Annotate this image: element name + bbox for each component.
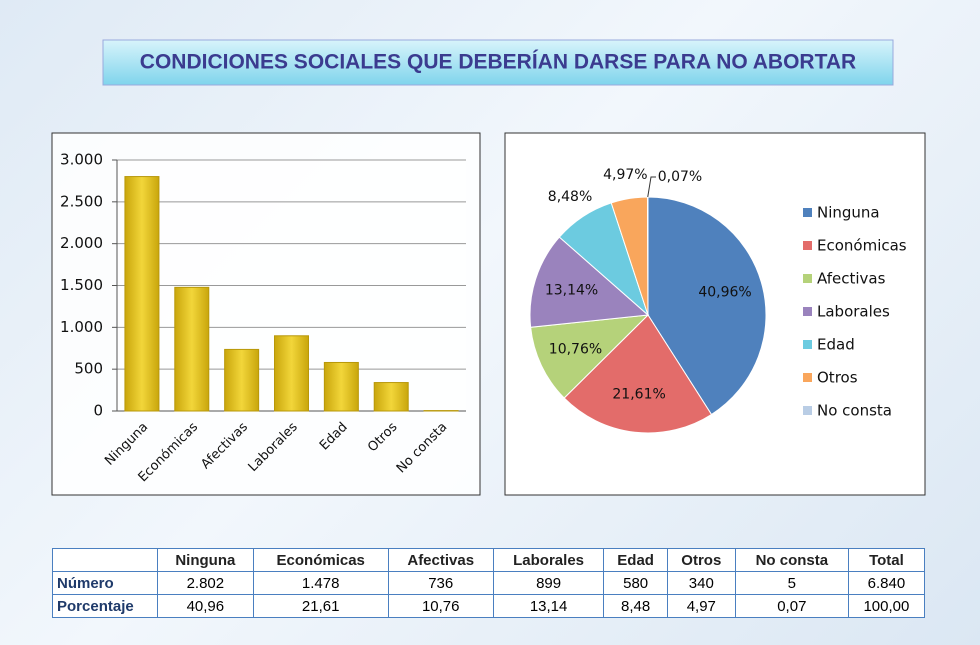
table-cell: 580 [603, 571, 668, 595]
table-cell: 899 [492, 571, 605, 595]
y-tick-label: 2.500 [60, 192, 103, 210]
data-label: 21,61% [612, 387, 665, 403]
legend-swatch [803, 208, 812, 217]
table-cell: Edad [603, 548, 668, 572]
table-cell: 340 [666, 571, 736, 595]
data-label: 0,07% [658, 169, 702, 185]
title-box [102, 39, 894, 86]
legend-label: Laborales [817, 303, 890, 321]
bar [373, 382, 409, 412]
table-cell: Otros [666, 548, 736, 572]
legend-label: Edad [817, 336, 855, 354]
data-label: 40,96% [698, 285, 751, 301]
table-cell [52, 548, 158, 572]
table-cell: Total [847, 548, 926, 572]
pie-slice [563, 314, 713, 434]
table-cell: 736 [387, 571, 494, 595]
table-cell: Ninguna [157, 548, 254, 572]
y-tick-label: 3.000 [60, 151, 103, 169]
data-label: 4,97% [603, 167, 647, 183]
table-cell: Afectivas [387, 548, 494, 572]
legend-label: Ninguna [817, 204, 880, 222]
table-cell: 5 [734, 571, 849, 595]
table-cell: 8,48 [603, 594, 668, 618]
legend-swatch [803, 241, 812, 250]
pie-slice [647, 196, 767, 416]
table-cell: 40,96 [157, 594, 254, 618]
pie-slice [646, 196, 649, 316]
table-cell: 6.840 [847, 571, 926, 595]
data-label: 8,48% [548, 189, 592, 205]
data-label: 10,76% [549, 341, 602, 357]
table-row: Número 2.802 1.478 736 899 580 340 5 6.840 [52, 571, 926, 595]
table-cell: Porcentaje [52, 594, 158, 618]
y-tick-label: 2.000 [60, 234, 103, 252]
table-cell: No consta [734, 548, 849, 572]
table-cell: 21,61 [252, 594, 389, 618]
data-label: 13,14% [545, 283, 598, 299]
legend-label: Afectivas [817, 270, 886, 288]
table-cell: 2.802 [157, 571, 254, 595]
bar [124, 176, 160, 412]
legend-label: No consta [817, 402, 892, 420]
legend-label: Otros [817, 369, 858, 387]
legend-label: Económicas [817, 237, 907, 255]
data-table: Ninguna Económicas Afectivas Laborales Edad O… [52, 548, 926, 618]
pie-slice [529, 236, 650, 328]
header-row: Ninguna Económicas Afectivas Laborales Edad O… [52, 548, 926, 572]
table-row: Porcentaje 40,96 21,61 10,76 13,14 8,48 4,97 0,… [52, 594, 926, 618]
table-cell: Económicas [252, 548, 389, 572]
y-tick-label: 1.000 [60, 318, 103, 336]
legend-swatch [803, 406, 812, 415]
table-cell: Número [52, 571, 158, 595]
bar [174, 286, 210, 412]
y-tick-label: 500 [74, 360, 103, 378]
bar [323, 361, 359, 412]
legend-swatch [803, 274, 812, 283]
pie-slice [530, 314, 650, 399]
legend-swatch [803, 340, 812, 349]
table-cell: 1.478 [252, 571, 389, 595]
title: CONDICIONES SOCIALES QUE DEBERÍAN DARSE … [140, 51, 856, 74]
bar [274, 335, 309, 412]
y-tick-label: 1.500 [60, 276, 103, 294]
table-cell: 10,76 [387, 594, 494, 618]
table-cell: Laborales [492, 548, 605, 572]
legend-swatch [803, 373, 812, 382]
bar [224, 348, 260, 412]
table-cell: 4,97 [666, 594, 736, 618]
table-cell: 13,14 [492, 594, 605, 618]
y-tick-label: 0 [93, 402, 103, 420]
table-cell: 0,07 [734, 594, 849, 618]
table-cell: 100,00 [847, 594, 926, 618]
legend-swatch [803, 307, 812, 316]
leader-line [647, 176, 656, 198]
